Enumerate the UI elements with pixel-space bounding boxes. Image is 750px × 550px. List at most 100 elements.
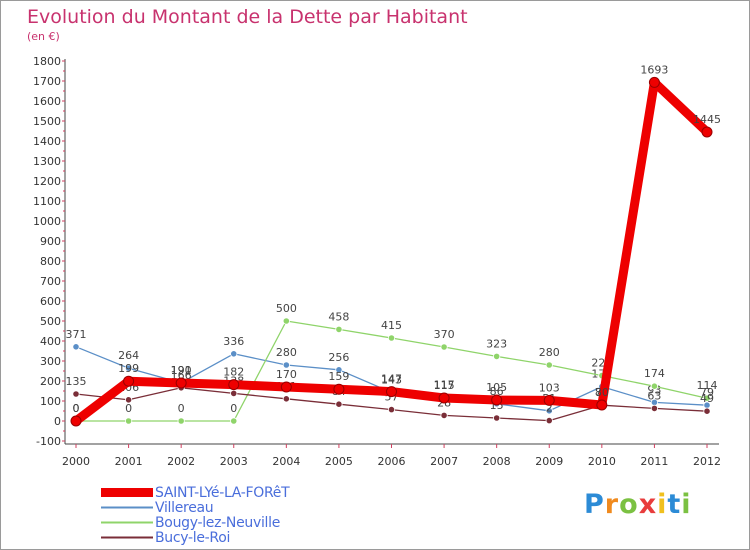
- point-bougy-lez-neuville-2007: [440, 343, 448, 351]
- point-saint-ly-la-for-t-2012: [701, 126, 713, 138]
- point-saint-ly-la-for-t-2009: [543, 394, 555, 406]
- legend-label-villereau: Villereau: [155, 499, 214, 516]
- point-bucy-le-roi-2012: [703, 407, 711, 415]
- point-villereau-2003: [230, 350, 238, 358]
- point-villereau-2004: [282, 361, 290, 369]
- data-label-bougy-lez-neuville-2011: 174: [644, 367, 665, 380]
- data-label-saint-ly-la-for-t-2006: 147: [381, 373, 402, 386]
- x-tick-label-2007: 2007: [430, 455, 458, 468]
- data-label-saint-ly-la-for-t-2010: 80: [595, 386, 609, 399]
- x-tick-label-2000: 2000: [62, 455, 90, 468]
- point-villereau-2005: [335, 366, 343, 374]
- legend-label-saint-lye: SAINT-LYé-LA-FORêT: [155, 484, 290, 501]
- x-tick-label-2009: 2009: [535, 455, 563, 468]
- y-tick-label-1400: 1400: [33, 135, 61, 148]
- x-tick-label-2010: 2010: [588, 455, 616, 468]
- chart-subtitle: (en €): [27, 30, 60, 43]
- data-label-bougy-lez-neuville-2012: 114: [697, 379, 718, 392]
- point-saint-ly-la-for-t-2007: [438, 392, 450, 404]
- y-tick-label-1800: 1800: [33, 55, 61, 68]
- data-label-saint-ly-la-for-t-2007: 115: [434, 379, 455, 392]
- point-bougy-lez-neuville-2011: [650, 382, 659, 390]
- legend-swatch-saint-lye: [101, 488, 153, 497]
- legend-swatch-villereau: [101, 506, 153, 509]
- data-label-saint-ly-la-for-t-2005: 159: [328, 370, 349, 383]
- data-label-villereau-2006: 143: [381, 373, 402, 386]
- y-tick-label-1600: 1600: [33, 95, 61, 108]
- x-tick-label-2012: 2012: [693, 455, 721, 468]
- data-label-villereau-2004: 280: [276, 346, 297, 359]
- y-tick-label-800: 800: [40, 255, 61, 268]
- logo-letter-1: r: [604, 489, 620, 520]
- x-tick-label-2003: 2003: [220, 455, 248, 468]
- point-bucy-le-roi-2003: [230, 389, 238, 397]
- y-tick-label-700: 700: [40, 275, 61, 288]
- y-tick-label-1700: 1700: [33, 75, 61, 88]
- point-bougy-lez-neuville-2006: [387, 334, 396, 342]
- point-bougy-lez-neuville-2008: [493, 352, 501, 360]
- point-saint-ly-la-for-t-2002: [175, 377, 187, 389]
- data-label-saint-ly-la-for-t-2000: 0: [73, 402, 80, 415]
- data-label-saint-ly-la-for-t-2009: 103: [539, 381, 560, 394]
- point-villereau-2009: [545, 407, 553, 415]
- x-tick-label-2006: 2006: [378, 455, 406, 468]
- data-label-villereau-2008: 86: [490, 385, 504, 398]
- legend-item-bougy: Bougy-lez-Neuville: [101, 515, 361, 531]
- x-tick-label-2001: 2001: [115, 455, 143, 468]
- point-saint-ly-la-for-t-2011: [648, 76, 660, 88]
- logo-letter-2: o: [619, 489, 639, 520]
- point-bucy-le-roi-2000: [72, 390, 80, 398]
- point-bougy-lez-neuville-2002: [177, 417, 185, 425]
- data-label-bucy-le-roi-2000: 135: [66, 375, 87, 388]
- point-saint-ly-la-for-t-2005: [333, 383, 345, 395]
- data-label-villereau-2002: 191: [171, 364, 192, 377]
- point-saint-ly-la-for-t-2008: [491, 394, 503, 406]
- data-label-bougy-lez-neuville-2004: 500: [276, 302, 297, 315]
- legend-swatch-bucy: [101, 536, 153, 539]
- logo-letter-5: t: [667, 489, 682, 520]
- point-bougy-lez-neuville-2003: [230, 417, 238, 425]
- y-tick-label-900: 900: [40, 235, 61, 248]
- data-label-villereau-2001: 264: [118, 349, 139, 362]
- point-bucy-le-roi-2008: [493, 414, 501, 422]
- point-bucy-le-roi-2007: [440, 411, 448, 419]
- point-bougy-lez-neuville-2009: [545, 361, 553, 369]
- y-tick-label--100: -100: [36, 435, 61, 448]
- point-bucy-le-roi-2011: [650, 404, 659, 412]
- proxiti-logo: Proxiti: [584, 489, 692, 520]
- data-label-saint-ly-la-for-t-2011: 1693: [640, 63, 668, 76]
- logo-letter-3: x: [638, 489, 658, 520]
- point-bucy-le-roi-2001: [124, 396, 133, 404]
- data-label-saint-ly-la-for-t-2012: 1445: [693, 113, 721, 126]
- point-saint-ly-la-for-t-2003: [228, 379, 240, 391]
- legend-item-bucy: Bucy-le-Roi: [101, 529, 361, 546]
- y-tick-label-1100: 1100: [33, 195, 61, 208]
- x-tick-label-2011: 2011: [640, 455, 668, 468]
- point-bougy-lez-neuville-2005: [335, 325, 343, 333]
- data-label-bougy-lez-neuville-2002: 0: [178, 402, 185, 415]
- data-label-villereau-2012: 79: [700, 386, 714, 399]
- point-saint-ly-la-for-t-2000: [70, 415, 82, 427]
- data-label-villereau-2007: 117: [434, 379, 455, 392]
- data-label-villereau-2000: 371: [66, 328, 87, 341]
- y-tick-label-1200: 1200: [33, 175, 61, 188]
- legend-label-bucy: Bucy-le-Roi: [155, 529, 231, 546]
- chart-title: Evolution du Montant de la Dette par Hab…: [27, 6, 468, 28]
- point-villereau-2001: [124, 364, 133, 372]
- data-label-villereau-2003: 336: [223, 335, 244, 348]
- data-label-bougy-lez-neuville-2008: 323: [486, 337, 507, 350]
- y-tick-label-100: 100: [40, 395, 61, 408]
- logo-letter-0: P: [584, 489, 605, 520]
- y-tick-label-200: 200: [40, 375, 61, 388]
- y-tick-label-0: 0: [54, 415, 61, 428]
- y-tick-label-500: 500: [40, 315, 61, 328]
- x-tick-label-2002: 2002: [167, 455, 195, 468]
- data-label-bougy-lez-neuville-2006: 415: [381, 319, 402, 332]
- data-label-saint-ly-la-for-t-2002: 190: [171, 364, 192, 377]
- y-tick-label-600: 600: [40, 295, 61, 308]
- point-saint-ly-la-for-t-2001: [123, 375, 135, 387]
- y-tick-label-300: 300: [40, 355, 61, 368]
- data-label-bougy-lez-neuville-2001: 0: [125, 402, 132, 415]
